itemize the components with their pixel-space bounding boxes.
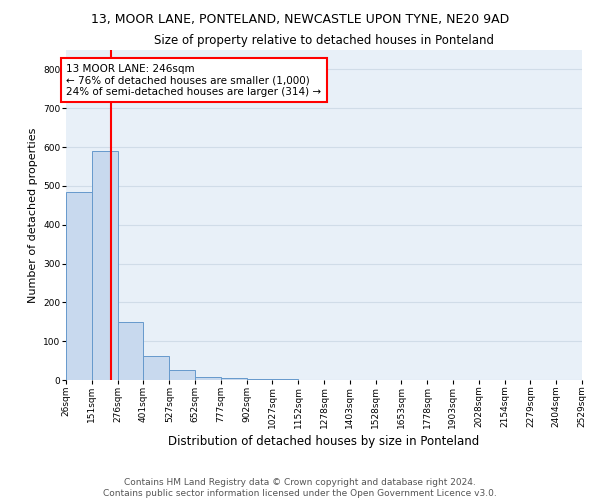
Bar bbox=[118, 322, 143, 380]
Text: 13, MOOR LANE, PONTELAND, NEWCASTLE UPON TYNE, NE20 9AD: 13, MOOR LANE, PONTELAND, NEWCASTLE UPON… bbox=[91, 12, 509, 26]
Title: Size of property relative to detached houses in Ponteland: Size of property relative to detached ho… bbox=[154, 34, 494, 48]
Text: Contains HM Land Registry data © Crown copyright and database right 2024.
Contai: Contains HM Land Registry data © Crown c… bbox=[103, 478, 497, 498]
Bar bbox=[272, 379, 298, 380]
Text: 13 MOOR LANE: 246sqm
← 76% of detached houses are smaller (1,000)
24% of semi-de: 13 MOOR LANE: 246sqm ← 76% of detached h… bbox=[67, 64, 322, 97]
X-axis label: Distribution of detached houses by size in Ponteland: Distribution of detached houses by size … bbox=[169, 434, 479, 448]
Y-axis label: Number of detached properties: Number of detached properties bbox=[28, 128, 38, 302]
Bar bbox=[221, 378, 247, 380]
Bar bbox=[66, 192, 92, 380]
Bar bbox=[92, 151, 118, 380]
Bar bbox=[169, 370, 195, 380]
Bar bbox=[195, 377, 221, 380]
Bar bbox=[247, 379, 272, 380]
Bar bbox=[143, 356, 169, 380]
